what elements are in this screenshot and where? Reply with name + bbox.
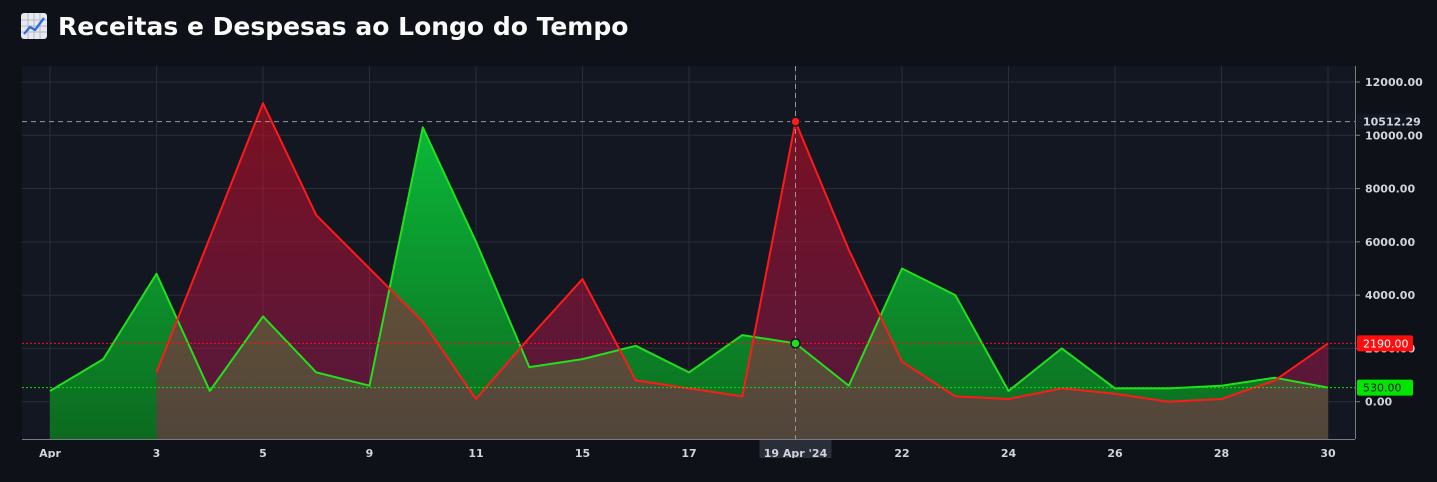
crosshair-marker-green <box>790 338 801 349</box>
chart-increasing-icon <box>21 13 47 39</box>
crosshair-overlay <box>22 66 1355 439</box>
chart-area[interactable]: 0.002000.004000.006000.008000.0010000.00… <box>22 66 1426 460</box>
y-tick-label: 6000.00 <box>1365 236 1415 249</box>
area-chart[interactable]: 0.002000.004000.006000.008000.0010000.00… <box>22 66 1426 460</box>
y-axis: 0.002000.004000.006000.008000.0010000.00… <box>1355 66 1423 439</box>
x-tick-label: 30 <box>1320 447 1336 458</box>
series-line-0 <box>49 126 1329 392</box>
series-areas <box>50 103 1328 440</box>
series-lines <box>49 102 1329 403</box>
series-line-1 <box>155 102 1329 403</box>
x-tick-label: 26 <box>1107 447 1123 458</box>
x-tick-label: 17 <box>681 447 696 458</box>
x-tick-label: 15 <box>575 447 590 458</box>
crosshair-y-label-bg <box>1357 113 1413 130</box>
x-tick-label: 9 <box>366 447 374 458</box>
x-tick-label: 5 <box>259 447 267 458</box>
x-tick-label: 11 <box>468 447 483 458</box>
crosshair-x-label-bg <box>759 440 832 460</box>
x-axis: Apr 3 5 9 11 15 17 22 24 26 28 30 19 Apr '24 <box>22 439 1355 460</box>
y-tick-label: 10000.00 <box>1365 129 1423 142</box>
last-value-label: 530.00 <box>1363 382 1402 395</box>
last-value-label-bg <box>1357 335 1413 352</box>
page-title-text: Receitas e Despesas ao Longo do Tempo <box>58 11 629 41</box>
series-area-1 <box>156 103 1328 440</box>
x-tick-label: 3 <box>153 447 161 458</box>
y-tick-label: 0.00 <box>1365 396 1392 409</box>
y-tick-label: 4000.00 <box>1365 289 1415 302</box>
y-tick-label: 12000.00 <box>1365 76 1423 89</box>
x-tick-label: 24 <box>1001 447 1017 458</box>
y-tick-label: 8000.00 <box>1365 183 1415 196</box>
last-value-label-bg <box>1357 379 1413 396</box>
x-tick-label: Apr <box>39 447 61 458</box>
page-title: Receitas e Despesas ao Longo do Tempo <box>20 8 628 44</box>
last-value-label: 2190.00 <box>1363 337 1409 350</box>
crosshair-marker-red <box>790 116 801 127</box>
x-tick-label: 22 <box>894 447 909 458</box>
x-tick-label: 28 <box>1214 447 1229 458</box>
crosshair-x-label: 19 Apr '24 <box>764 447 828 458</box>
crosshair-y-label: 10512.29 <box>1363 116 1421 129</box>
